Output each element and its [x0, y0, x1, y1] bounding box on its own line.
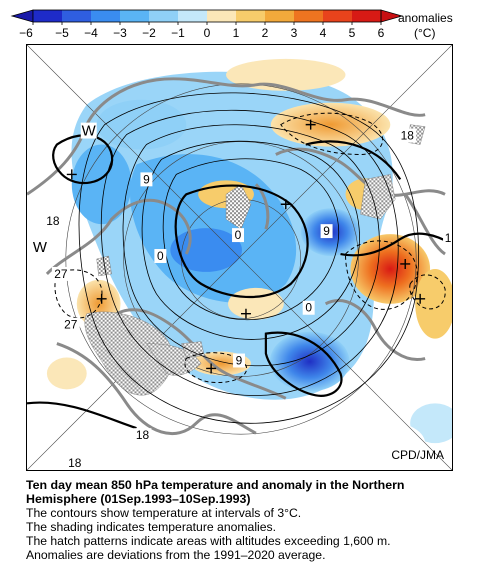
scale-tick-label: 6 — [378, 26, 385, 40]
scale-cell-6 — [207, 10, 237, 22]
caption-line-hatch: The hatch patterns indicate areas with a… — [26, 534, 391, 548]
scale-cell-4 — [149, 10, 179, 22]
svg-text:27: 27 — [64, 318, 78, 332]
svg-text:9: 9 — [236, 353, 243, 367]
scale-arrow-left — [10, 9, 34, 23]
scale-tick-label: 4 — [320, 26, 327, 40]
svg-text:0: 0 — [157, 249, 164, 263]
contour-label-9a: 9 — [140, 172, 153, 186]
svg-text:18: 18 — [68, 456, 82, 470]
caption-title-line-2: Hemisphere (01Sep.1993–10Sep.1993) — [26, 492, 251, 506]
scale-tick-label: 0 — [204, 26, 211, 40]
svg-text:18: 18 — [401, 129, 415, 143]
scale-cell-5 — [178, 10, 208, 22]
svg-text:27: 27 — [54, 267, 68, 281]
scale-tick-label: 2 — [262, 26, 269, 40]
contour-label-w2: W — [31, 239, 48, 256]
scale-cell-1 — [62, 10, 92, 22]
svg-text:W: W — [33, 239, 48, 256]
svg-text:9: 9 — [323, 224, 330, 238]
svg-text:18: 18 — [46, 214, 60, 228]
scale-tick-label: −3 — [113, 26, 127, 40]
svg-text:18: 18 — [136, 428, 150, 442]
anomaly-color-scale: −6 −5 −4 −3 −2 −1 0 1 2 3 4 5 6 anomalies (°C) — [10, 9, 453, 40]
contour-label-18c: 18 — [65, 456, 84, 470]
legend-title: anomalies — [398, 11, 453, 25]
scale-cell-8 — [265, 10, 295, 22]
scale-tick-label: −4 — [84, 26, 98, 40]
contour-label-9c: 9 — [233, 353, 245, 367]
contour-label-w1: W — [80, 123, 97, 140]
scale-tick-label: −1 — [171, 26, 185, 40]
contour-label-0a: 0 — [154, 249, 167, 263]
svg-text:W: W — [82, 123, 97, 140]
caption: Ten day mean 850 hPa temperature and ano… — [26, 478, 466, 562]
svg-text:1: 1 — [445, 231, 452, 245]
dashed-contours — [54, 112, 446, 383]
caption-line-contours: The contours show temperature at interva… — [26, 506, 302, 520]
scale-tick-label: −6 — [19, 26, 33, 40]
scale-cell-2 — [91, 10, 121, 22]
contour-label-18a: 18 — [43, 214, 62, 228]
temperature-contours — [78, 92, 419, 424]
contour-label-9b: 9 — [320, 224, 333, 238]
contour-label-27b: 27 — [61, 318, 80, 332]
caption-line-shading: The shading indicates temperature anomal… — [26, 520, 276, 534]
contour-label-18b: 18 — [133, 428, 152, 442]
scale-cell-11 — [352, 10, 382, 22]
credit-label: CPD/JMA — [391, 448, 444, 462]
svg-text:0: 0 — [305, 301, 312, 315]
scale-tick-label: −5 — [55, 26, 69, 40]
scale-cell-3 — [120, 10, 150, 22]
svg-text:0: 0 — [235, 228, 242, 242]
contour-label-1: 1 — [443, 231, 452, 245]
bold-contours — [27, 134, 452, 430]
contour-label-27a: 27 — [51, 267, 70, 281]
plus-markers — [66, 119, 426, 374]
scale-tick-label: −2 — [142, 26, 156, 40]
scale-cell-10 — [323, 10, 353, 22]
scale-tick-label: 3 — [291, 26, 298, 40]
hemisphere-map: W W 9 18 0 27 27 9 0 9 18 18 0 18 1 CPD/… — [26, 44, 453, 471]
caption-line-normal: Anomalies are deviations from the 1991–2… — [26, 548, 326, 562]
scale-tick-label: 5 — [349, 26, 356, 40]
scale-tick-label: 1 — [233, 26, 240, 40]
contour-label-18d: 18 — [398, 129, 417, 143]
legend-unit: (°C) — [414, 26, 435, 40]
contour-label-0b: 0 — [302, 301, 315, 315]
contour-label-0c: 0 — [232, 228, 244, 242]
svg-text:9: 9 — [143, 172, 150, 186]
scale-cell-9 — [294, 10, 324, 22]
scale-cell-0 — [33, 10, 63, 22]
scale-cell-7 — [236, 10, 266, 22]
caption-title-line-1: Ten day mean 850 hPa temperature and ano… — [26, 478, 405, 492]
